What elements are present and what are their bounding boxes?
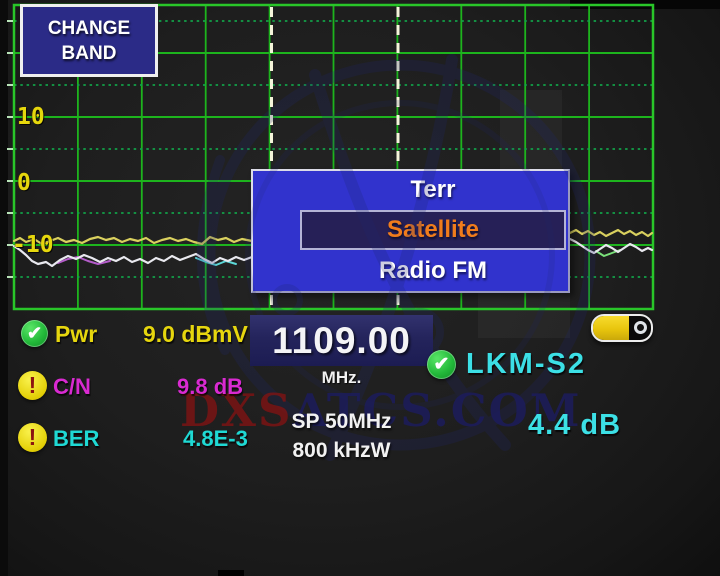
- pwr-label: Pwr: [55, 321, 98, 347]
- menu-item-label: Radio FM: [379, 256, 487, 284]
- menu-item-label: Satellite: [386, 216, 480, 244]
- cn-value: 9.8 dB: [177, 374, 244, 399]
- frequency-display: 1109.00: [250, 315, 433, 366]
- lock-standard-label: LKM-S2: [466, 348, 586, 380]
- change-band-button[interactable]: CHANGE BAND: [20, 4, 158, 77]
- y-axis-label-10: 10: [17, 104, 45, 130]
- bandwidth-setting: 800 kHzW: [292, 439, 391, 462]
- y-axis-label-0: 0: [17, 170, 31, 196]
- warning-icon: !: [18, 423, 47, 452]
- menu-item-label: Terr: [410, 176, 456, 204]
- pwr-value: 9.0 dBmV: [143, 321, 248, 347]
- menu-item-satellite[interactable]: Satellite: [300, 209, 566, 251]
- battery-terminal-ring: [634, 321, 647, 334]
- change-band-line2: BAND: [61, 42, 117, 64]
- menu-item-radio-fm[interactable]: Radio FM: [300, 250, 566, 291]
- ber-label: BER: [53, 426, 100, 451]
- screen-edge-strip: [0, 0, 8, 576]
- battery-fill: [593, 316, 629, 340]
- y-axis-label-minus10: -10: [12, 232, 54, 258]
- cn-label: C/N: [53, 374, 91, 399]
- battery-icon: [591, 314, 653, 342]
- span-setting: SP 50MHz: [291, 410, 392, 433]
- check-icon: ✔: [21, 320, 48, 347]
- frequency-value: 1109.00: [272, 319, 411, 361]
- check-icon: ✔: [427, 350, 456, 379]
- change-band-line1: CHANGE: [47, 17, 131, 39]
- ber-value: 4.8E-3: [183, 426, 248, 451]
- warning-icon: !: [18, 371, 47, 400]
- band-menu-popup: Terr Satellite Radio FM: [251, 169, 570, 293]
- menu-item-terr[interactable]: Terr: [300, 171, 566, 210]
- frequency-unit: MHz.: [321, 368, 362, 387]
- snr-value: 4.4 dB: [528, 409, 622, 441]
